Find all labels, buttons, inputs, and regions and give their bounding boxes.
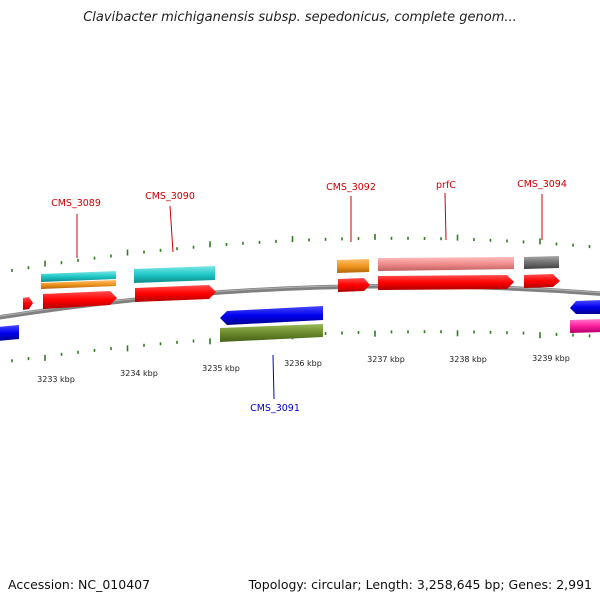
gene-arrow-cms3091[interactable] xyxy=(220,306,323,325)
scale-label-3238: 3238 kbp xyxy=(449,355,487,364)
accession-text: Accession: NC_010407 xyxy=(8,577,151,592)
gene-label-prfC[interactable]: prfC xyxy=(436,180,456,191)
gene-arrow-cms3090[interactable] xyxy=(135,285,216,302)
feature-reverse-right-magenta[interactable] xyxy=(570,319,600,333)
gene-label-cms3089[interactable]: CMS_3089 xyxy=(51,198,101,209)
scale-label-3233: 3233 kbp xyxy=(37,375,75,384)
scale-label-3237: 3237 kbp xyxy=(367,355,405,364)
feature-cms3089-cds-orange[interactable] xyxy=(41,280,116,289)
gene-arrow-partial-left[interactable] xyxy=(23,297,33,310)
scale-label-3236: 3236 kbp xyxy=(284,359,322,368)
leader-cms3091 xyxy=(272,354,275,400)
upper-tick-row xyxy=(11,233,591,272)
feature-cms3090-cds-cyan[interactable] xyxy=(134,266,215,283)
gene-arrow-cms3094[interactable] xyxy=(524,274,560,288)
gene-label-cms3091[interactable]: CMS_3091 xyxy=(250,403,300,414)
gene-arrow-reverse-right[interactable] xyxy=(570,300,600,314)
gene-arrow-cms3089[interactable] xyxy=(43,291,117,309)
map-title: Clavibacter michiganensis subsp. sepedon… xyxy=(83,10,517,25)
leader-prfC xyxy=(444,192,447,241)
feature-cms3089-cds-cyan[interactable] xyxy=(41,271,116,282)
leader-cms3090 xyxy=(169,205,174,253)
gene-label-cms3094[interactable]: CMS_3094 xyxy=(517,179,567,190)
scale-label-3234: 3234 kbp xyxy=(120,369,158,378)
gene-label-cms3090[interactable]: CMS_3090 xyxy=(145,191,195,202)
gene-arrow-reverse-left[interactable] xyxy=(0,325,19,341)
feature-prfC-cds-salmon[interactable] xyxy=(378,257,514,271)
feature-cms3091-cds-olive[interactable] xyxy=(220,324,323,342)
genome-summary-text: Topology: circular; Length: 3,258,645 bp… xyxy=(248,577,592,592)
gene-arrow-prfC[interactable] xyxy=(378,275,514,290)
gene-label-cms3092[interactable]: CMS_3092 xyxy=(326,182,376,193)
scale-label-3235: 3235 kbp xyxy=(202,364,240,373)
gene-arrow-cms3092[interactable] xyxy=(338,278,370,292)
feature-cms3092-cds-orange[interactable] xyxy=(337,259,369,273)
scale-labels: 3233 kbp 3234 kbp 3235 kbp 3236 kbp 3237… xyxy=(37,354,570,384)
scale-label-3239: 3239 kbp xyxy=(532,354,570,363)
feature-cms3094-cds-gray[interactable] xyxy=(524,256,559,269)
